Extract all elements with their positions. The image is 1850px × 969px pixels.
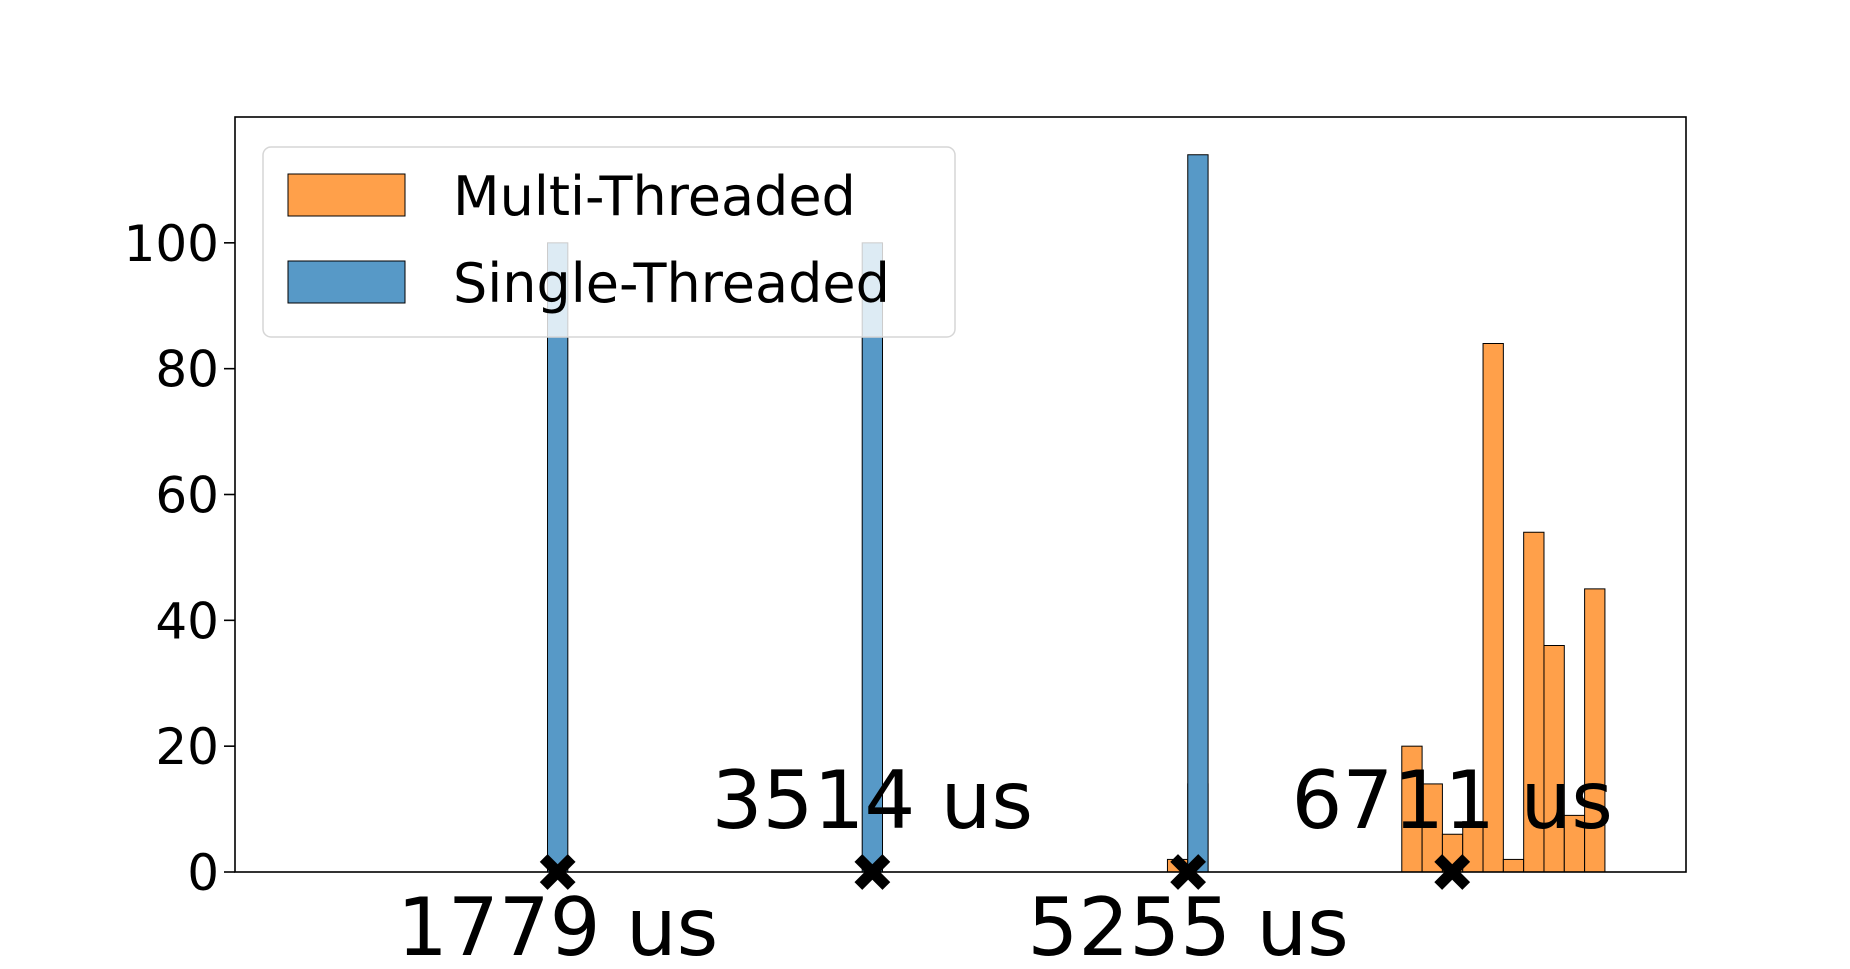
single-threaded-bar-2: [1187, 154, 1209, 873]
multi-threaded-bar-7: [1502, 858, 1525, 873]
y-tick-label-60: 60: [155, 467, 219, 525]
legend-swatch-multi-threaded: [287, 173, 406, 217]
marker-label-3: 6711 us: [1292, 754, 1613, 847]
legend-frame: [262, 146, 956, 338]
marker-label-1: 3514 us: [712, 754, 1033, 847]
legend-label-single-threaded: Single-Threaded: [453, 252, 890, 315]
marker-label-2: 5255 us: [1027, 881, 1348, 969]
y-axis: 0 20 40 60 80 100: [124, 215, 235, 902]
marker-labels: 1779 us 3514 us 5255 us 6711 us: [397, 754, 1613, 969]
y-tick-label-80: 80: [155, 341, 219, 399]
legend: Multi-Threaded Single-Threaded: [262, 146, 956, 338]
y-tick-label-0: 0: [187, 844, 219, 902]
marker-label-0: 1779 us: [397, 881, 718, 969]
legend-label-multi-threaded: Multi-Threaded: [453, 165, 856, 228]
y-tick-label-40: 40: [155, 592, 219, 650]
legend-swatch-single-threaded: [287, 260, 406, 304]
y-tick-label-100: 100: [124, 215, 219, 273]
y-tick-label-20: 20: [155, 718, 219, 776]
